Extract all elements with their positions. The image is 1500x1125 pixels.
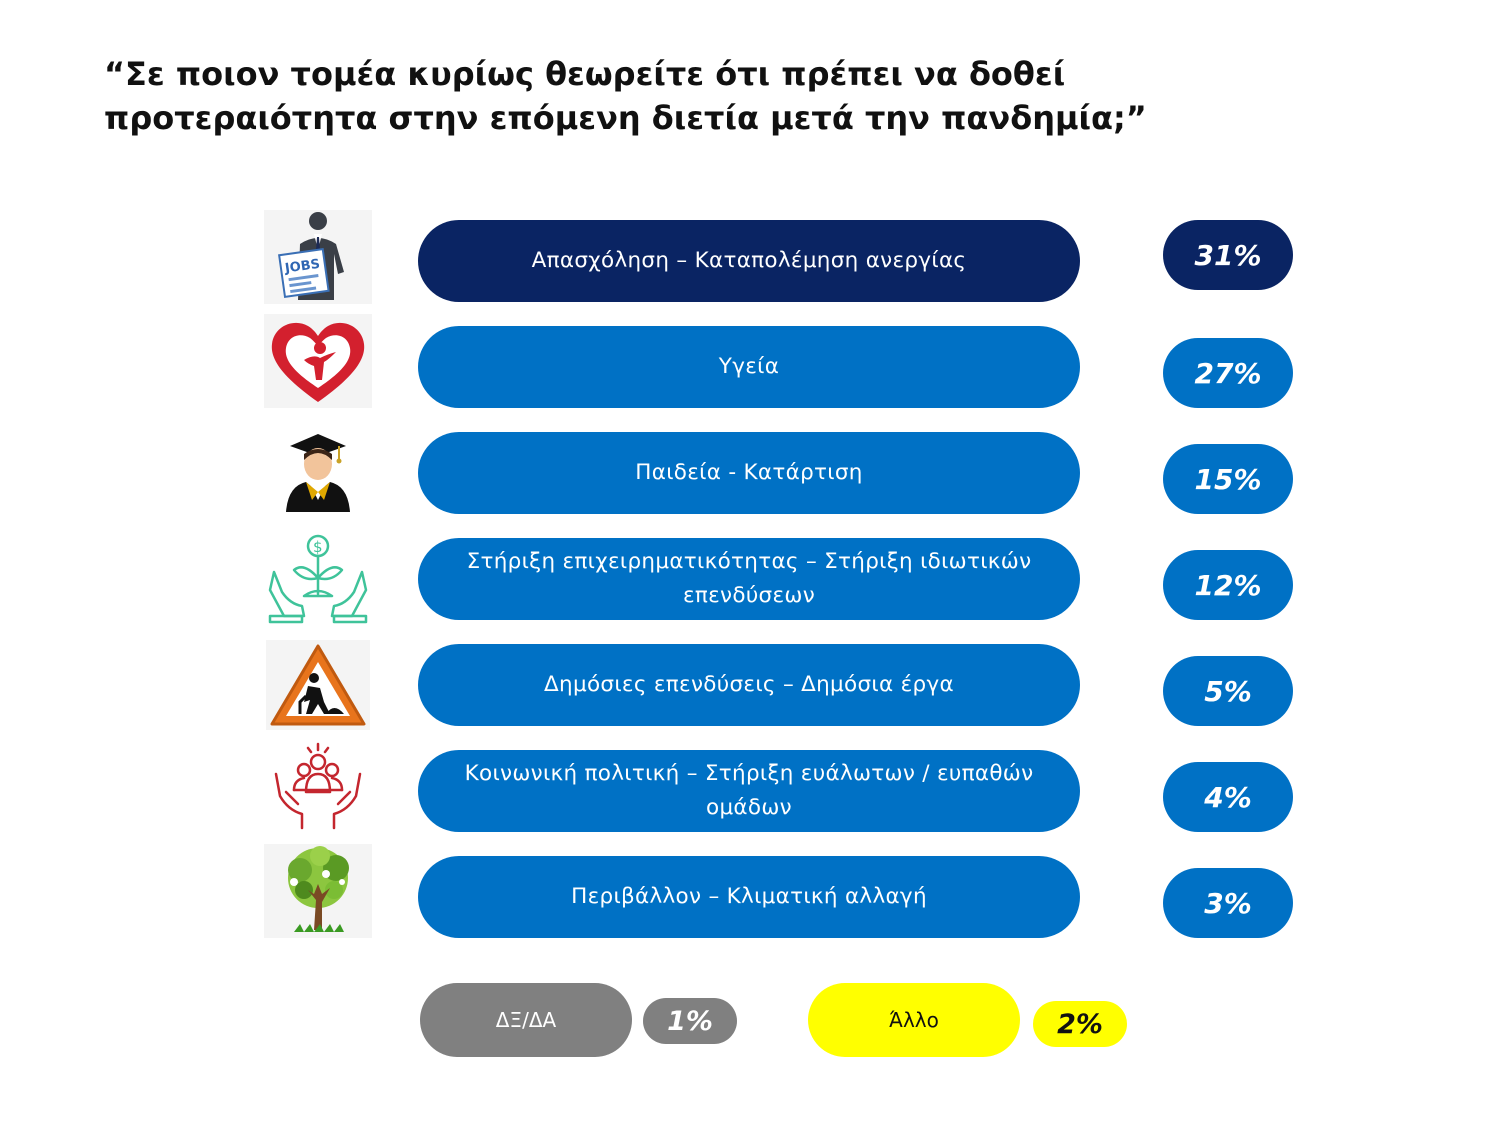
title-line-2: προτεραιότητα στην επόμενη διετία μετά τ… — [104, 99, 1147, 137]
bar-label: Υγεία — [718, 354, 780, 379]
svg-text:JOBS: JOBS — [283, 257, 321, 277]
chart-row-education: Παιδεία - Κατάρτιση 15% — [0, 432, 1500, 516]
bar-label: Κοινωνική πολιτική – Στήριξη ευάλωτων / … — [464, 761, 1034, 820]
svg-text:$: $ — [313, 538, 323, 556]
value-badge-health: 27% — [1163, 338, 1293, 408]
chart-row-business: $ Στήριξη επιχειρηματικότητας – Στήριξη … — [0, 534, 1500, 624]
road-works-sign-icon — [264, 640, 372, 734]
value-badge-business: 12% — [1163, 550, 1293, 620]
bar-label: Δημόσιες επενδύσεις – Δημόσια έργα — [544, 672, 954, 697]
other-label: Άλλο — [889, 1008, 939, 1032]
chart-row-health: Υγεία 27% — [0, 314, 1500, 410]
bar-business: Στήριξη επιχειρηματικότητας – Στήριξη ιδ… — [418, 538, 1080, 620]
bar-health: Υγεία — [418, 326, 1080, 408]
value-badge-public-works: 5% — [1163, 656, 1293, 726]
jobs-icon: JOBS — [264, 210, 372, 304]
health-heart-icon — [264, 314, 372, 408]
eco-tree-icon — [264, 844, 372, 938]
investment-plant-icon: $ — [264, 532, 372, 626]
chart-row-public-works: Δημόσιες επενδύσεις – Δημόσια έργα 5% — [0, 640, 1500, 730]
chart-row-social-policy: Κοινωνική πολιτική – Στήριξη ευάλωτων / … — [0, 742, 1500, 834]
graduate-icon — [264, 428, 372, 522]
bar-education: Παιδεία - Κατάρτιση — [418, 432, 1080, 514]
title-line-1: “Σε ποιον τομέα κυρίως θεωρείτε ότι πρέπ… — [104, 55, 1066, 93]
value-badge-environment: 3% — [1163, 868, 1293, 938]
other-pill: Άλλο — [808, 983, 1020, 1057]
bar-public-works: Δημόσιες επενδύσεις – Δημόσια έργα — [418, 644, 1080, 726]
dk-na-label: ΔΞ/ΔΑ — [495, 1008, 557, 1032]
bar-label: Περιβάλλον – Κλιματική αλλαγή — [571, 884, 927, 909]
bar-label: Στήριξη επιχειρηματικότητας – Στήριξη ιδ… — [466, 549, 1032, 608]
bar-social-policy: Κοινωνική πολιτική – Στήριξη ευάλωτων / … — [418, 750, 1080, 832]
value-badge-education: 15% — [1163, 444, 1293, 514]
page-title: “Σε ποιον τομέα κυρίως θεωρείτε ότι πρέπ… — [104, 52, 1204, 140]
bar-label: Απασχόληση – Καταπολέμηση ανεργίας — [531, 248, 967, 273]
bar-environment: Περιβάλλον – Κλιματική αλλαγή — [418, 856, 1080, 938]
bar-employment: Απασχόληση – Καταπολέμηση ανεργίας — [418, 220, 1080, 302]
bar-label: Παιδεία - Κατάρτιση — [635, 460, 863, 485]
other-value-badge: 2% — [1033, 1001, 1127, 1047]
dk-na-pill: ΔΞ/ΔΑ — [420, 983, 632, 1057]
community-hands-icon — [264, 740, 372, 834]
chart-row-environment: Περιβάλλον – Κλιματική αλλαγή 3% — [0, 844, 1500, 940]
dk-na-value-badge: 1% — [643, 998, 737, 1044]
chart-row-employment: JOBS Απασχόληση – Καταπολέμηση ανεργίας … — [0, 210, 1500, 304]
value-badge-social-policy: 4% — [1163, 762, 1293, 832]
value-badge-employment: 31% — [1163, 220, 1293, 290]
